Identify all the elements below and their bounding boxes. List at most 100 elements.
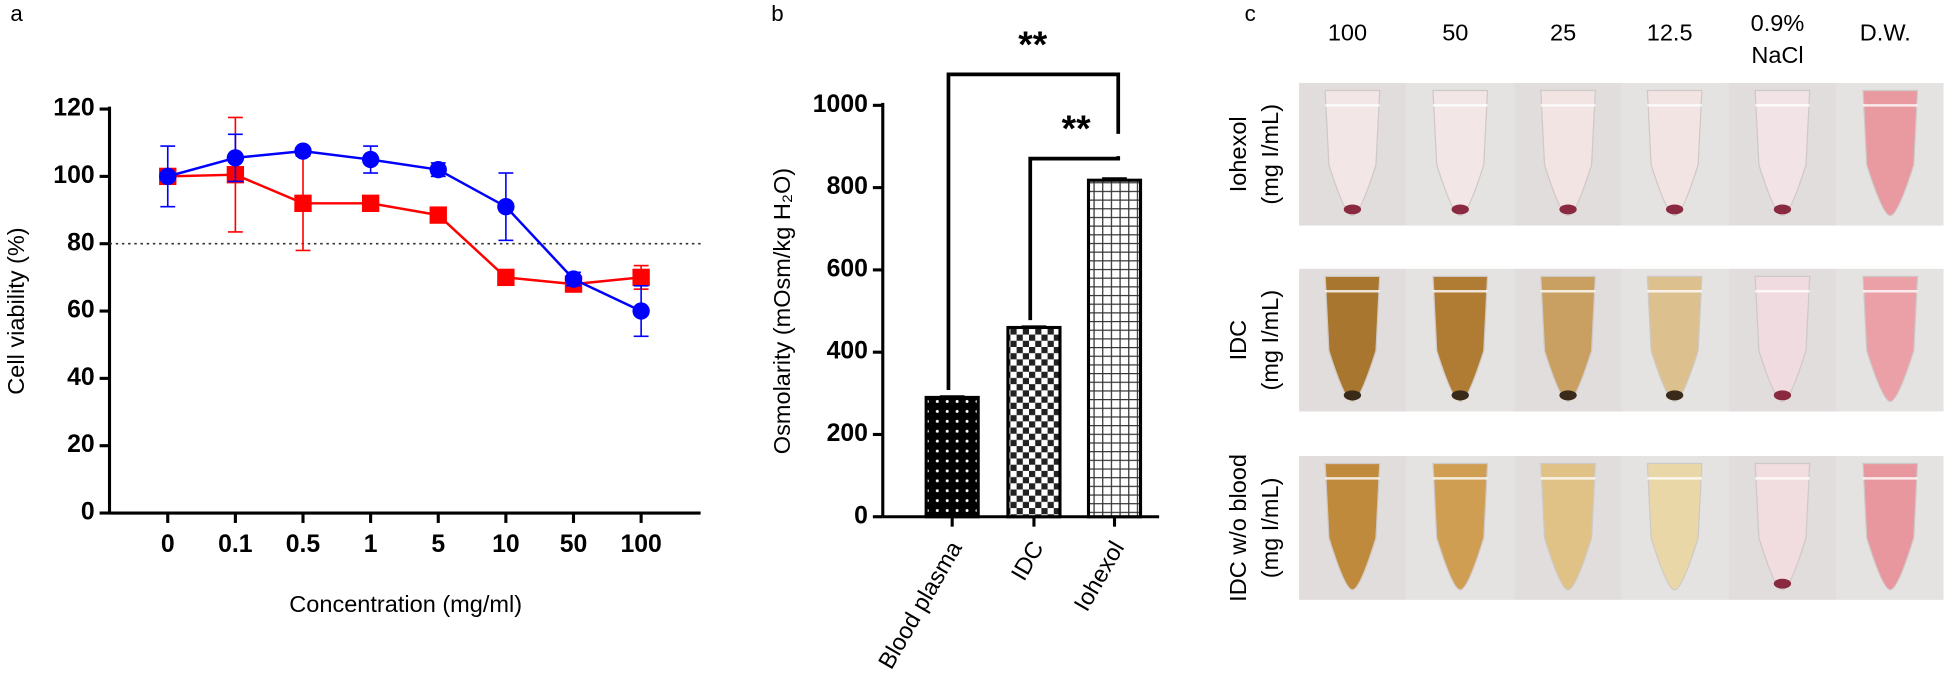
x-tick-label: 0.1 bbox=[218, 531, 253, 558]
tube bbox=[1540, 462, 1596, 591]
pellet bbox=[1343, 390, 1362, 401]
pellet bbox=[1665, 390, 1684, 401]
tube bbox=[1646, 89, 1703, 217]
column-label: 100 bbox=[1328, 20, 1367, 46]
y-tick-label: 20 bbox=[67, 431, 95, 458]
y-tick-label: 1000 bbox=[813, 91, 868, 118]
row-label: (mg I/mL) bbox=[1257, 478, 1283, 579]
series-line bbox=[167, 149, 642, 313]
x-tick-label: Blood plasma bbox=[873, 536, 967, 673]
y-axis-label: Cell viability (%) bbox=[3, 227, 29, 394]
column-label-line: 50 bbox=[1442, 20, 1468, 46]
marker bbox=[497, 198, 515, 216]
pellet bbox=[1559, 390, 1577, 401]
y-axis-label: Osmolarity (mOsm/kg H₂O) bbox=[769, 168, 795, 454]
row-label: (mg I/mL) bbox=[1257, 290, 1283, 391]
column-label: D.W. bbox=[1860, 20, 1911, 46]
marker bbox=[497, 268, 515, 287]
tube bbox=[1862, 275, 1919, 403]
y-tick-label: 0 bbox=[854, 502, 868, 529]
x-tick-label: Iohexol bbox=[1069, 537, 1129, 616]
bar bbox=[1006, 325, 1062, 519]
column-label: 12.5 bbox=[1647, 20, 1693, 46]
significance-bracket bbox=[946, 72, 1121, 391]
y-tick-label: 200 bbox=[827, 420, 868, 447]
column-label-line: 25 bbox=[1550, 20, 1576, 46]
significance-label: ** bbox=[1018, 23, 1047, 65]
series-line bbox=[167, 173, 642, 286]
marker bbox=[429, 206, 447, 224]
column-label-line: 12.5 bbox=[1647, 20, 1693, 46]
y-tick-label: 60 bbox=[67, 297, 95, 324]
marker bbox=[294, 142, 312, 160]
row-label: IDC w/o blood bbox=[1225, 454, 1251, 602]
column-label-line: D.W. bbox=[1860, 20, 1911, 46]
x-axis-label: Concentration (mg/ml) bbox=[289, 591, 522, 617]
column-label: 50 bbox=[1442, 20, 1468, 46]
row-label: (mg I/mL) bbox=[1257, 104, 1283, 205]
bar bbox=[1086, 178, 1143, 519]
x-tick-label: 0 bbox=[161, 531, 175, 558]
marker bbox=[294, 194, 312, 212]
pellet bbox=[1773, 390, 1792, 401]
x-tick-label: 10 bbox=[492, 531, 520, 558]
x-tick-label: 100 bbox=[620, 531, 661, 558]
x-tick-label: IDC bbox=[1006, 537, 1049, 585]
x-tick-label: 0.5 bbox=[286, 531, 321, 558]
y-tick-label: 600 bbox=[827, 255, 868, 282]
marker bbox=[429, 160, 447, 179]
pellet bbox=[1451, 204, 1469, 215]
x-tick-label: 1 bbox=[364, 531, 378, 558]
tube bbox=[1754, 89, 1811, 217]
tube bbox=[1862, 89, 1919, 217]
y-tick-label: 120 bbox=[53, 95, 94, 122]
tube bbox=[1540, 89, 1596, 217]
pellet bbox=[1451, 390, 1469, 401]
pellet bbox=[1343, 204, 1362, 215]
pellet bbox=[1665, 204, 1684, 215]
tube bbox=[1324, 89, 1381, 217]
pellet bbox=[1773, 204, 1792, 215]
y-tick-label: 100 bbox=[53, 162, 94, 189]
y-tick-label: 0 bbox=[81, 499, 95, 526]
column-label-line: 0.9% bbox=[1751, 10, 1805, 36]
significance-bracket bbox=[1028, 156, 1121, 321]
tube bbox=[1324, 275, 1381, 403]
tube bbox=[1324, 462, 1381, 591]
row-label: Iohexol bbox=[1225, 116, 1251, 192]
y-tick-label: 800 bbox=[827, 173, 868, 200]
significance-label: ** bbox=[1062, 107, 1091, 149]
panel-label: c bbox=[1245, 1, 1256, 26]
pellet bbox=[1773, 578, 1792, 589]
tube bbox=[1646, 275, 1703, 403]
tube bbox=[1432, 462, 1489, 591]
marker bbox=[564, 270, 583, 288]
tube bbox=[1754, 275, 1811, 403]
pellet bbox=[1559, 204, 1577, 215]
tube bbox=[1432, 275, 1489, 403]
marker bbox=[361, 194, 380, 212]
tube bbox=[1646, 462, 1703, 591]
x-tick-label: 50 bbox=[560, 531, 588, 558]
panel-label: a bbox=[10, 1, 23, 26]
marker bbox=[632, 268, 650, 287]
row-label: IDC bbox=[1225, 320, 1251, 361]
y-tick-label: 80 bbox=[67, 229, 95, 256]
column-label-line: NaCl bbox=[1751, 42, 1803, 68]
column-label: 0.9% NaCl bbox=[1751, 10, 1805, 68]
marker bbox=[159, 167, 177, 186]
marker bbox=[632, 302, 650, 320]
panel-label: b bbox=[771, 1, 783, 26]
column-label-line: 100 bbox=[1328, 20, 1367, 46]
marker bbox=[226, 149, 245, 167]
tube bbox=[1540, 275, 1596, 403]
column-label: 25 bbox=[1550, 20, 1576, 46]
tube bbox=[1862, 462, 1919, 591]
bar bbox=[924, 395, 980, 519]
tube bbox=[1432, 89, 1489, 217]
marker bbox=[361, 150, 380, 169]
y-tick-label: 400 bbox=[827, 338, 868, 365]
x-tick-label: 5 bbox=[431, 531, 445, 558]
